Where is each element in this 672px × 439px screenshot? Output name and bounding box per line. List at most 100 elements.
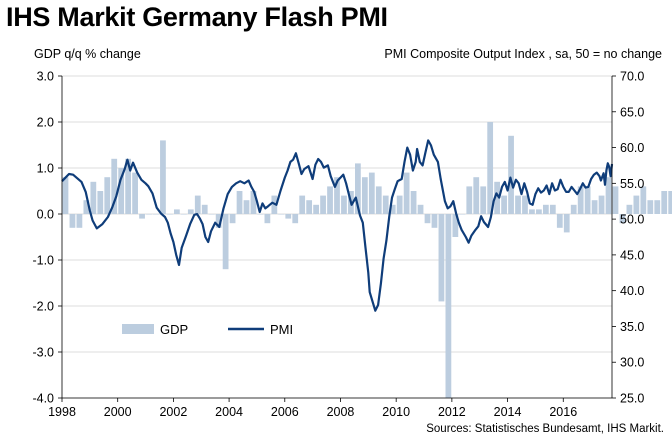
x-tick-label: 2002 <box>159 405 187 419</box>
gdp-bar <box>160 140 166 214</box>
gdp-bar <box>466 186 473 214</box>
gdp-bar <box>410 191 417 214</box>
axes: 3.0 2.0 1.0 0.0 -1.0 -2.0 -3.0 -4.0 70.0 65.0 60.0… <box>32 70 644 420</box>
right-tick-label: 25.0 <box>620 392 644 406</box>
gdp-bar <box>368 172 375 214</box>
gdp-bar <box>508 135 514 214</box>
gdp-bar <box>570 204 577 214</box>
gdp-bar <box>69 214 76 228</box>
right-axis-label: PMI Composite Output Index , sa, 50 = no… <box>384 47 662 61</box>
left-tick-label: 3.0 <box>37 70 54 84</box>
gdp-bar <box>327 186 333 214</box>
gdp-bar <box>640 186 647 214</box>
pmi-line <box>61 139 614 312</box>
gdp-bar <box>431 214 438 228</box>
pmi-line-group <box>61 139 614 312</box>
gdp-bar <box>591 200 598 214</box>
chart-title: IHS Markit Germany Flash PMI <box>6 2 388 32</box>
gdp-bar <box>563 214 570 233</box>
right-tick-label: 50.0 <box>620 213 644 227</box>
gdp-bar <box>257 214 264 215</box>
gdp-bar <box>417 204 424 214</box>
gdp-bar <box>612 186 619 214</box>
gdp-bar <box>278 214 285 215</box>
gdp-bar <box>139 214 145 219</box>
gdp-bar <box>104 177 111 214</box>
gdp-bar <box>118 168 125 214</box>
gdp-bar <box>396 195 403 214</box>
right-tick-label: 60.0 <box>620 141 644 155</box>
gdp-bar <box>341 195 347 214</box>
gdp-bar <box>125 158 132 214</box>
gdp-bar <box>180 214 187 215</box>
right-tick-label: 40.0 <box>620 284 644 298</box>
source-note: Sources: Statistisches Bundesamt, IHS Ma… <box>426 423 664 435</box>
gdp-bar <box>647 200 654 214</box>
gdp-bar <box>459 214 466 215</box>
gdp-bar <box>668 191 672 214</box>
gdp-bar <box>250 191 257 214</box>
right-tick-label: 70.0 <box>620 70 644 84</box>
gdp-bar <box>515 195 521 214</box>
right-tick-label: 35.0 <box>620 320 644 334</box>
right-tick-label: 55.0 <box>620 177 644 191</box>
gdp-bar <box>201 204 208 214</box>
x-tick-label: 2016 <box>549 405 577 419</box>
gdp-bar <box>313 204 319 214</box>
gdp-bar <box>487 122 494 214</box>
gdp-bar <box>76 214 83 228</box>
gdp-bar <box>111 158 118 214</box>
gdp-bar <box>334 177 340 214</box>
left-tick-label: -1.0 <box>32 254 54 268</box>
gdp-bar <box>549 204 556 214</box>
gdp-bar <box>522 195 528 214</box>
x-tick-label: 1998 <box>48 405 76 419</box>
gdp-bar <box>299 195 306 214</box>
gdp-bar <box>661 191 668 214</box>
x-tick-label: 2012 <box>438 405 466 419</box>
gdp-bar <box>97 191 104 214</box>
gdp-bar <box>494 181 501 214</box>
x-tick-label: 2004 <box>215 405 243 419</box>
gdp-bar <box>236 191 243 214</box>
gdp-bar <box>577 186 584 214</box>
gdp-bar <box>306 200 313 214</box>
gdp-bar <box>375 186 382 214</box>
gdp-bar <box>355 163 361 214</box>
left-tick-label: 2.0 <box>37 116 54 130</box>
gdp-bar <box>194 195 201 214</box>
gdp-bar <box>132 172 138 214</box>
right-tick-label: 30.0 <box>620 356 644 370</box>
x-tick-label: 2008 <box>327 405 355 419</box>
legend-gdp-label: GDP <box>160 322 188 337</box>
gdp-bar <box>403 172 410 214</box>
left-tick-label: -3.0 <box>32 346 54 360</box>
gdp-bar <box>285 214 292 219</box>
gdp-bar <box>605 177 612 214</box>
gdp-bar <box>215 214 222 228</box>
gdp-bar <box>167 214 173 215</box>
gdp-bar <box>243 200 250 214</box>
gdp-bar <box>473 177 480 214</box>
right-tick-label: 45.0 <box>620 248 644 262</box>
gdp-bar <box>424 214 431 224</box>
left-tick-label: -4.0 <box>32 392 54 406</box>
gdp-bar <box>619 214 626 224</box>
gdp-bar <box>529 209 535 214</box>
gdp-bar <box>438 214 445 302</box>
gdp-bar <box>633 195 640 214</box>
gdp-bar <box>556 214 563 228</box>
gdp-bar <box>382 195 389 214</box>
gdp-bar <box>153 214 159 215</box>
gdp-bar <box>264 214 271 224</box>
gdp-bar <box>542 204 549 214</box>
gridlines <box>62 75 612 399</box>
gdp-bar <box>208 214 215 215</box>
legend: GDP PMI <box>122 322 293 337</box>
legend-gdp-swatch <box>122 324 154 334</box>
x-tick-label: 2014 <box>494 405 522 419</box>
left-tick-label: 0.0 <box>37 208 54 222</box>
gdp-bar <box>501 195 507 214</box>
gdp-bar <box>654 200 661 214</box>
